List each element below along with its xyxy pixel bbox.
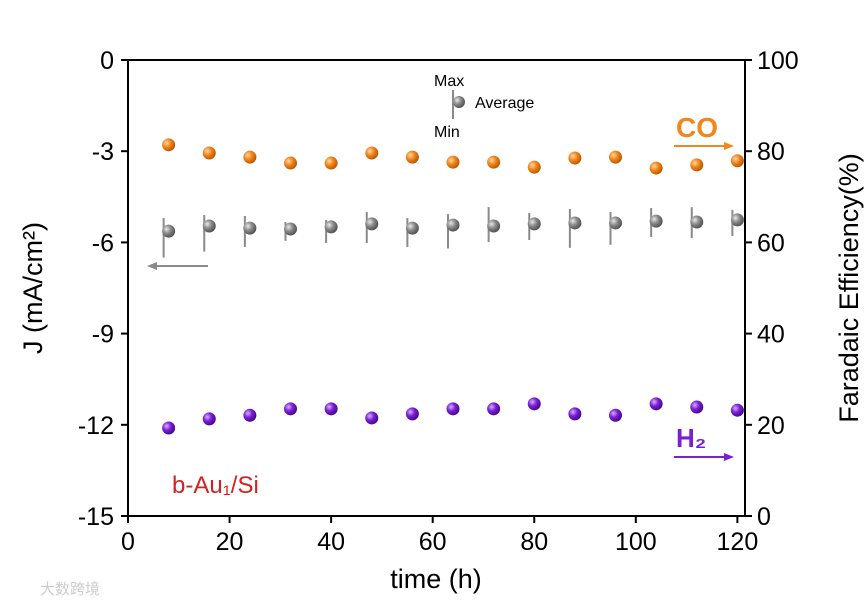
point-co	[487, 155, 501, 169]
y-left-tick-label: 0	[100, 47, 114, 75]
legend-average-marker	[453, 96, 465, 108]
x-tick-label: 80	[520, 528, 548, 556]
point-average	[730, 213, 744, 227]
x-tick-label: 0	[121, 528, 135, 556]
point-co	[365, 146, 379, 160]
y-right-tick-label: 80	[757, 138, 785, 166]
h2-arrowhead	[724, 453, 734, 461]
plot-frame	[127, 59, 746, 517]
x-tick-label: 20	[216, 528, 244, 556]
point-co	[568, 151, 582, 165]
point-h	[730, 403, 744, 417]
point-average	[649, 214, 663, 228]
point-co	[405, 150, 419, 164]
y-left-tick-label: -3	[92, 138, 114, 166]
j-arrowhead	[147, 262, 157, 270]
point-average	[568, 216, 582, 230]
point-co	[202, 146, 216, 160]
legend-max: Max	[434, 73, 464, 90]
y-left-tick-label: -6	[92, 229, 114, 257]
point-h	[609, 408, 623, 422]
point-h	[324, 402, 338, 416]
x-axis-label: time (h)	[390, 564, 482, 594]
x-tick-label: 40	[317, 528, 345, 556]
point-average	[284, 222, 298, 236]
watermark-logo: 大数跨境	[40, 580, 100, 598]
point-co	[649, 161, 663, 175]
y-right-tick-label: 40	[757, 321, 785, 349]
point-h	[284, 402, 298, 416]
point-average	[446, 218, 460, 232]
point-h	[405, 407, 419, 421]
point-h	[527, 397, 541, 411]
x-tick-label: 60	[419, 528, 447, 556]
legend-average: Average	[475, 95, 534, 112]
point-h	[365, 411, 379, 425]
point-co	[730, 154, 744, 168]
h2-label: H₂	[676, 423, 706, 453]
point-h	[690, 400, 704, 414]
x-tick-label: 100	[615, 528, 657, 556]
point-average	[162, 224, 176, 238]
point-co	[162, 138, 176, 152]
point-average	[365, 217, 379, 231]
y-right-tick-label: 60	[757, 229, 785, 257]
co-arrowhead	[724, 142, 734, 150]
point-average	[487, 219, 501, 233]
point-co	[324, 156, 338, 170]
point-average	[609, 216, 623, 230]
sample-label: b-Au₁/Si	[172, 472, 259, 499]
y-right-tick-label: 0	[757, 503, 771, 531]
y-left-tick-label: -12	[78, 412, 114, 440]
point-average	[202, 219, 216, 233]
legend-min: Min	[434, 124, 460, 141]
point-average	[324, 220, 338, 234]
point-h	[446, 402, 460, 416]
point-h	[487, 402, 501, 416]
point-h	[162, 421, 176, 435]
point-co	[527, 160, 541, 174]
point-co	[243, 150, 257, 164]
y-right-tick-label: 20	[757, 412, 785, 440]
x-tick-label: 120	[717, 528, 759, 556]
point-co	[446, 155, 460, 169]
y-axis-right-label: Faradaic Efficiency(%)	[834, 153, 864, 423]
point-h	[243, 408, 257, 422]
point-co	[609, 150, 623, 164]
y-left-tick-label: -9	[92, 321, 114, 349]
y-right-tick-label: 100	[757, 47, 799, 75]
point-average	[527, 217, 541, 231]
y-axis-left-label: J (mA/cm²)	[18, 222, 48, 354]
point-co	[690, 158, 704, 172]
point-average	[243, 221, 257, 235]
co-label: CO	[676, 112, 718, 143]
y-left-tick-label: -15	[78, 503, 114, 531]
point-h	[568, 407, 582, 421]
point-average	[690, 215, 704, 229]
point-h	[649, 397, 663, 411]
point-h	[202, 412, 216, 426]
point-average	[405, 221, 419, 235]
point-co	[284, 156, 298, 170]
